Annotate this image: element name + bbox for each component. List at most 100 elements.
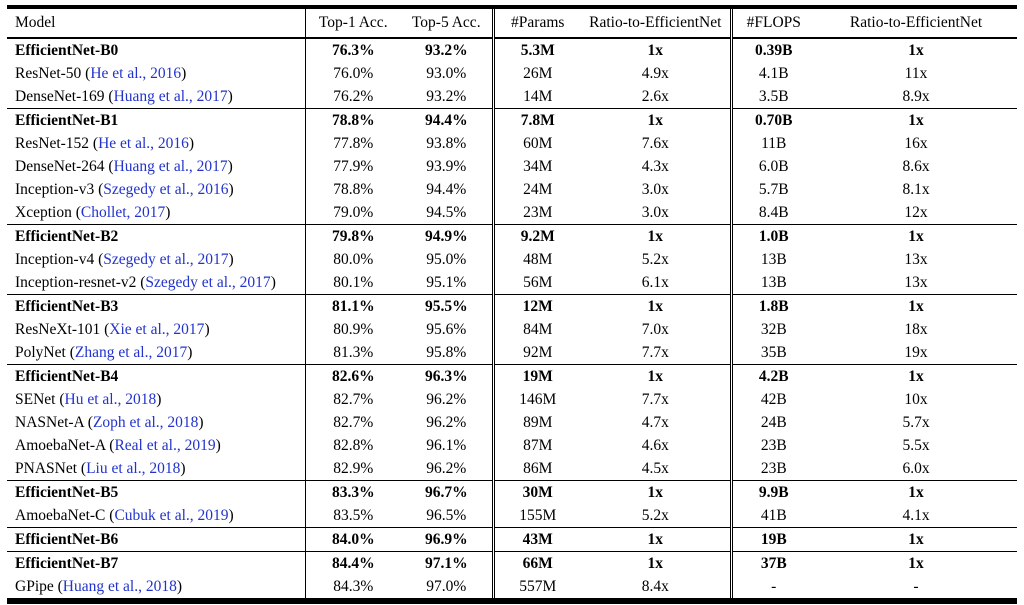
cell-params: 60M [523, 135, 553, 152]
citation-link[interactable]: Huang et al., 2017 [113, 88, 228, 105]
citation-link[interactable]: Szegedy et al., 2017 [103, 251, 229, 268]
cell-top1: 79.0% [333, 204, 374, 221]
header-ratio-params: Ratio-to-EfficientNet [581, 7, 733, 38]
citation-link[interactable]: Huang et al., 2017 [113, 158, 228, 175]
citation-link[interactable]: Real et al., 2019 [114, 437, 216, 454]
cell-flops: 23B [760, 460, 787, 477]
cell-top5: 93.2% [401, 38, 495, 62]
citation-link[interactable]: Xie et al., 2017 [109, 321, 205, 338]
cell-ratio_params: 7.7x [581, 388, 733, 411]
cell-flops: 4.1B [758, 65, 789, 82]
cell-ratio_params: 7.6x [581, 132, 733, 155]
cell-flops: 37B [760, 555, 787, 572]
table-row: Inception-v4 (Szegedy et al., 2017) 80.0%… [7, 248, 1017, 271]
cell-ratio_flops: 1x [908, 531, 924, 548]
table-row: PNASNet (Liu et al., 2018) 82.9% 96.2% 86M 4… [7, 457, 1017, 481]
cell-top5: 96.1% [401, 434, 495, 457]
cell-ratio_params: 4.5x [581, 457, 733, 481]
model-name: ResNet-50 [15, 65, 82, 82]
cell-ratio_params: 1x [581, 480, 733, 504]
cell-model: PolyNet (Zhang et al., 2017) [7, 341, 306, 365]
cell-ratio_params: 1x [581, 108, 733, 132]
model-name: DenseNet-169 [15, 88, 105, 105]
citation-link[interactable]: Szegedy et al., 2017 [145, 274, 271, 291]
cell-model: PNASNet (Liu et al., 2018) [7, 457, 306, 481]
cell-top1: 83.3% [331, 484, 375, 501]
cell-flops: 0.39B [755, 42, 793, 59]
cell-flops: 13B [760, 274, 787, 291]
cell-flops: 13B [760, 251, 787, 268]
cell-flops: 42B [760, 391, 787, 408]
cell-ratio_params: 1x [581, 527, 733, 552]
cell-top5: 93.0% [401, 62, 495, 85]
model-name: Xception [15, 204, 72, 221]
cell-ratio_params: 1x [581, 224, 733, 248]
table-row: ResNet-152 (He et al., 2016) 77.8% 93.8% 60… [7, 132, 1017, 155]
cell-ratio_flops: 12x [904, 204, 928, 221]
cell-ratio_params: 6.1x [581, 271, 733, 295]
table-group: EfficientNet-B3 81.1% 95.5% 12M 1x 1.8B 1x ResN… [7, 294, 1017, 365]
cell-params: 86M [523, 460, 553, 477]
cell-ratio_params: 4.6x [581, 434, 733, 457]
citation-link[interactable]: Liu et al., 2018 [86, 460, 181, 477]
cell-model: AmoebaNet-A (Real et al., 2019) [7, 434, 306, 457]
cell-ratio_flops: 1x [908, 298, 924, 315]
citation-link[interactable]: He et al., 2016 [98, 135, 189, 152]
cell-ratio_flops: 13x [904, 251, 928, 268]
cell-ratio_flops: 5.7x [902, 414, 930, 431]
cell-model: EfficientNet-B3 [7, 294, 306, 318]
citation-link[interactable]: Zoph et al., 2018 [92, 414, 199, 431]
table-row: ResNeXt-101 (Xie et al., 2017) 80.9% 95.6%… [7, 318, 1017, 341]
cell-params: 557M [519, 578, 557, 595]
cell-model: EfficientNet-B5 [7, 480, 306, 504]
cell-top5: 94.4% [401, 178, 495, 201]
model-name: EfficientNet-B1 [15, 112, 119, 129]
table-group: EfficientNet-B6 84.0% 96.9% 43M 1x 19B 1x [7, 527, 1017, 552]
header-model: Model [7, 7, 306, 38]
cell-model: Inception-v3 (Szegedy et al., 2016) [7, 178, 306, 201]
cell-top1: 82.6% [331, 368, 375, 385]
cell-params: 48M [523, 251, 553, 268]
model-name: Inception-v4 [15, 251, 95, 268]
cell-ratio_params: 3.0x [581, 178, 733, 201]
table-row: EfficientNet-B3 81.1% 95.5% 12M 1x 1.8B 1x [7, 294, 1017, 318]
cell-params: 7.8M [520, 112, 555, 129]
cell-params: 30M [522, 484, 553, 501]
cell-model: EfficientNet-B2 [7, 224, 306, 248]
citation-link[interactable]: Cubuk et al., 2019 [114, 507, 229, 524]
cell-ratio_flops: 1x [908, 228, 924, 245]
model-name: DenseNet-264 [15, 158, 105, 175]
model-name: NASNet-A [15, 414, 84, 431]
cell-model: EfficientNet-B0 [7, 38, 306, 62]
cell-ratio_params: 5.2x [581, 504, 733, 528]
citation-link[interactable]: Huang et al., 2018 [62, 578, 177, 595]
table-row: SENet (Hu et al., 2018) 82.7% 96.2% 146M 7.7… [7, 388, 1017, 411]
cell-ratio_params: 3.0x [581, 201, 733, 225]
cell-top1: 84.3% [333, 578, 374, 595]
table-row: EfficientNet-B6 84.0% 96.9% 43M 1x 19B 1x [7, 527, 1017, 552]
model-name: ResNet-152 [15, 135, 90, 152]
cell-ratio_params: 7.0x [581, 318, 733, 341]
cell-params: 92M [523, 344, 553, 361]
model-name: PNASNet [15, 460, 78, 477]
cell-top1: 82.8% [333, 437, 374, 454]
cell-top1: 80.1% [333, 274, 374, 291]
cell-top5: 93.9% [401, 155, 495, 178]
cell-model: GPipe (Huang et al., 2018) [7, 575, 306, 601]
citation-link[interactable]: Hu et al., 2018 [64, 391, 157, 408]
cell-top1: 77.9% [333, 158, 374, 175]
cell-top5: 96.7% [401, 480, 495, 504]
citation-link[interactable]: Chollet, 2017 [80, 204, 166, 221]
cell-ratio_flops: 4.1x [902, 507, 930, 524]
cell-ratio_params: 1x [581, 364, 733, 388]
cell-ratio_params: 5.2x [581, 248, 733, 271]
citation-link[interactable]: He et al., 2016 [90, 65, 182, 82]
model-name: EfficientNet-B5 [15, 484, 119, 501]
cell-top5: 93.2% [401, 85, 495, 109]
citation-link[interactable]: Szegedy et al., 2016 [103, 181, 229, 198]
model-name: SENet [15, 391, 56, 408]
cell-top5: 94.9% [401, 224, 495, 248]
citation-link[interactable]: Zhang et al., 2017 [74, 344, 188, 361]
cell-top5: 94.4% [401, 108, 495, 132]
